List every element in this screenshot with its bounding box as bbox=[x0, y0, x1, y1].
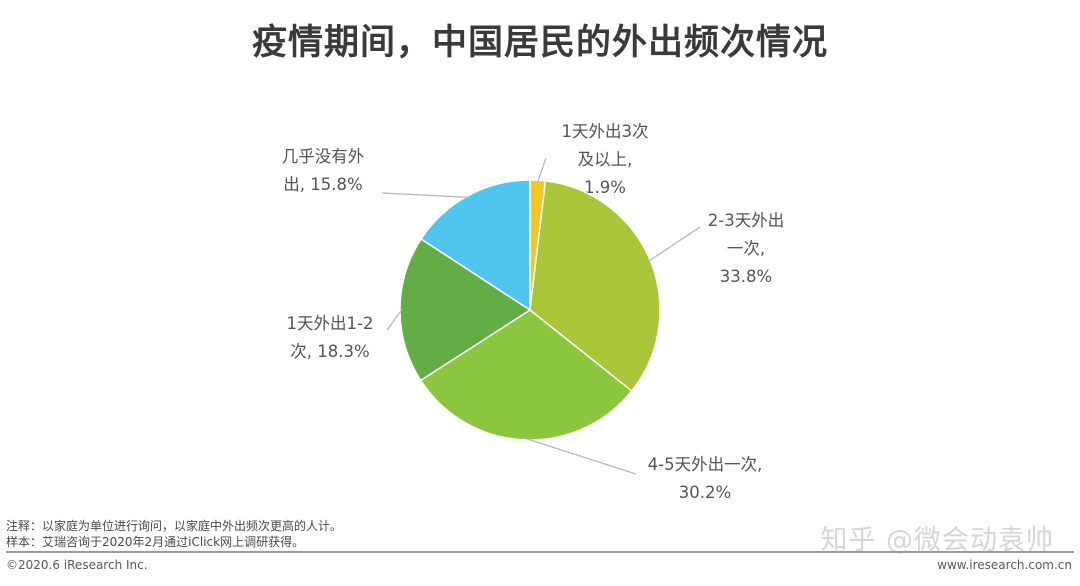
slice-label-line: 几乎没有外 bbox=[282, 147, 365, 166]
note-sample: 样本：艾瑞咨询于2020年2月通过iClick网上调研获得。 bbox=[6, 535, 305, 549]
slice-label-line: 次, 18.3% bbox=[290, 342, 369, 361]
leader-line bbox=[386, 309, 403, 331]
footer-url: www.iresearch.com.cn bbox=[937, 558, 1072, 572]
note-annotation: 注释：以家庭为单位进行询问，以家庭中外出频次更高的人计。 bbox=[6, 519, 343, 533]
slice-label: 1天外出3次及以上, 1.9% bbox=[562, 122, 649, 197]
slice-label-line: 2-3天外出 bbox=[708, 211, 784, 230]
pie-slice bbox=[399, 237, 532, 382]
page-title: 疫情期间，中国居民的外出频次情况 bbox=[251, 23, 828, 63]
slice-label: 1天外出1-2 次, 18.3% bbox=[287, 314, 374, 361]
slice-label-line: 出, 15.8% bbox=[283, 175, 362, 194]
watermark: 知乎 @微会动袁帅 bbox=[820, 525, 1054, 556]
slice-label: 几乎没有外出, 15.8% bbox=[282, 147, 365, 194]
leader-line bbox=[381, 192, 470, 198]
pie-slice bbox=[419, 309, 633, 441]
slice-label: 4-5天外出一次, 30.2% bbox=[648, 455, 763, 502]
pie-slice bbox=[420, 179, 531, 312]
slice-label: 2-3天外出一次, 33.8% bbox=[708, 211, 784, 286]
slice-label-line: 及以上, bbox=[578, 150, 633, 169]
slice-label-line: 1天外出1-2 bbox=[287, 314, 374, 333]
leader-line bbox=[648, 226, 701, 262]
leader-line bbox=[537, 157, 547, 183]
slice-label-line: 30.2% bbox=[679, 483, 731, 502]
leader-line bbox=[523, 437, 637, 475]
slice-label-line: 1.9% bbox=[584, 178, 626, 197]
slice-label-line: 4-5天外出一次, bbox=[648, 455, 763, 474]
footer-divider bbox=[6, 551, 1074, 553]
slice-label-line: 33.8% bbox=[720, 267, 772, 286]
footer-copyright: ©2020.6 iResearch Inc. bbox=[6, 558, 148, 572]
slice-label-line: 一次, bbox=[727, 239, 765, 258]
slice-label-line: 1天外出3次 bbox=[562, 122, 649, 141]
